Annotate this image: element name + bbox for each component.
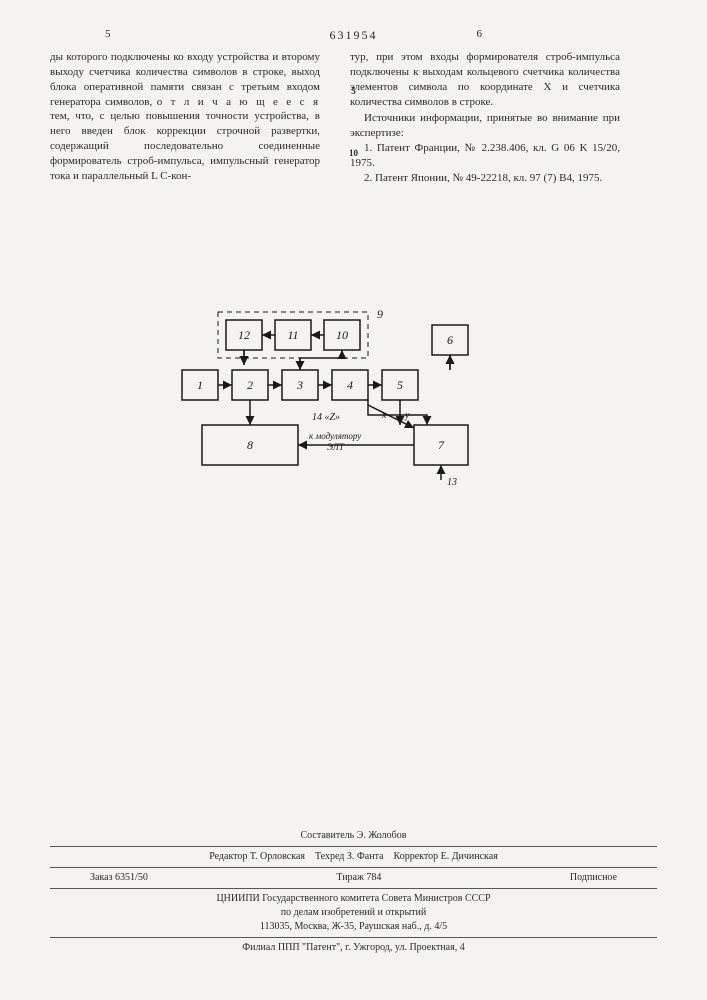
svg-text:1: 1 — [197, 378, 203, 392]
footer-corrector: Корректор Е. Дичинская — [394, 851, 498, 862]
left-column: ды которого подключены ко входу устройст… — [50, 50, 320, 186]
svg-text:8: 8 — [247, 438, 253, 452]
footer-compiler: Составитель Э. Жолобов — [50, 829, 657, 847]
right-p1: тур, при этом входы формирователя строб-… — [350, 50, 620, 109]
footer-org1: ЦНИИПИ Государственного комитета Совета … — [50, 892, 657, 906]
right-p4: 2. Патент Японии, № 49-22218, кл. 97 (7)… — [350, 171, 620, 186]
svg-text:13: 13 — [447, 477, 457, 488]
svg-text:ЭЛТ: ЭЛТ — [327, 442, 345, 452]
footer-tech: Техред З. Фанта — [315, 851, 384, 862]
footer-order: Заказ 6351/50 — [90, 871, 148, 885]
svg-text:y: y — [404, 410, 410, 421]
svg-text:6: 6 — [447, 333, 453, 347]
svg-text:к модулятору: к модулятору — [309, 431, 361, 441]
svg-text:2: 2 — [247, 378, 253, 392]
col-number-left: 5 — [105, 28, 111, 40]
col-number-right: 6 — [477, 28, 483, 40]
svg-text:4: 4 — [347, 378, 353, 392]
footer-credits: Редактор Т. Орловская Техред З. Фанта Ко… — [50, 850, 657, 868]
svg-text:3: 3 — [296, 378, 303, 392]
svg-text:5: 5 — [397, 378, 403, 392]
document-number: 631954 — [330, 28, 378, 43]
footer-podpis: Подписное — [570, 871, 617, 885]
svg-text:9: 9 — [377, 307, 383, 321]
footer-editor: Редактор Т. Орловская — [209, 851, 305, 862]
block-diagram: 91234567810111214 «Z»к модуляторуЭЛТxy13 — [172, 300, 507, 500]
svg-text:12: 12 — [238, 328, 250, 342]
footer-branch: Филиал ППП "Патент", г. Ужгород, ул. Про… — [50, 941, 657, 955]
right-p3: 1. Патент Франции, № 2.238.406, кл. G 06… — [350, 141, 620, 171]
svg-text:11: 11 — [287, 328, 298, 342]
left-spaced: о т л и ч а ю щ е е с я — [157, 96, 320, 108]
line-marker-10: 10 — [349, 148, 358, 158]
right-column: тур, при этом входы формирователя строб-… — [350, 50, 620, 186]
svg-text:14 «Z»: 14 «Z» — [312, 412, 340, 423]
svg-text:7: 7 — [438, 438, 445, 452]
footer-org2: по делам изобретений и открытий — [50, 906, 657, 920]
line-marker-5: 5 — [351, 86, 356, 96]
footer: Составитель Э. Жолобов Редактор Т. Орлов… — [50, 829, 657, 955]
footer-orderline: Заказ 6351/50 Тираж 784 Подписное — [50, 871, 657, 889]
left-p1b: тем, что, с целью повышения точности уст… — [50, 110, 320, 181]
right-p2: Источники информации, принятые во вниман… — [350, 111, 620, 141]
footer-addr: 113035, Москва, Ж-35, Раушская наб., д. … — [50, 920, 657, 938]
text-columns: ды которого подключены ко входу устройст… — [50, 50, 657, 186]
svg-text:x: x — [381, 410, 387, 421]
svg-text:10: 10 — [336, 328, 348, 342]
footer-tirazh: Тираж 784 — [336, 871, 381, 885]
